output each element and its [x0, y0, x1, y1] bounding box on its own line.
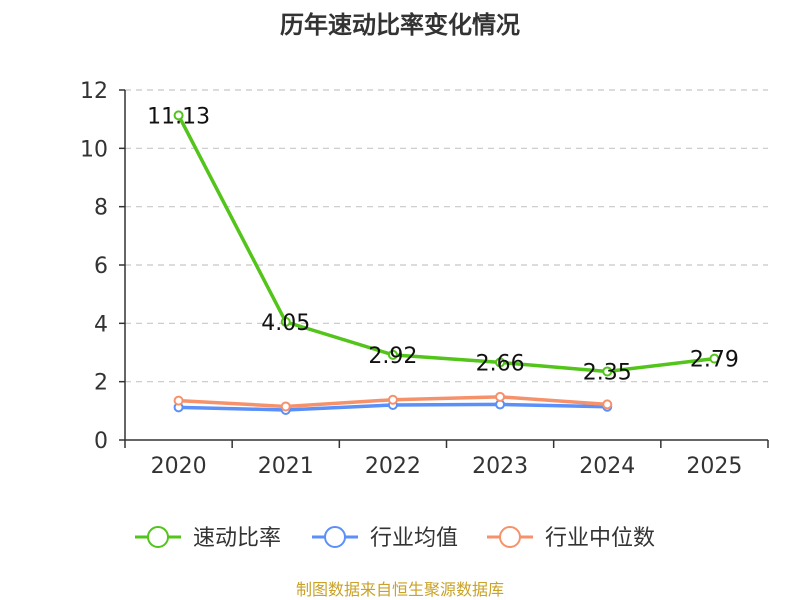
- y-tick-label: 12: [80, 79, 108, 104]
- legend-item-速动比率[interactable]: 速动比率: [135, 526, 281, 551]
- legend-marker: [147, 526, 169, 548]
- data-label-2020: 11.13: [147, 104, 210, 129]
- data-point-速动比率-2021[interactable]: [280, 316, 291, 327]
- legend-label: 行业均值: [370, 526, 458, 551]
- y-tick-label: 6: [94, 254, 108, 279]
- data-point-速动比率-2020[interactable]: [173, 110, 184, 121]
- x-tick-label-2021: 2021: [258, 454, 314, 479]
- data-point-速动比率-2022[interactable]: [387, 349, 398, 360]
- data-point-速动比率-2024[interactable]: [602, 366, 613, 377]
- legend-label: 行业中位数: [545, 526, 655, 551]
- data-point-行业中位数-2022[interactable]: [387, 394, 398, 405]
- legend-item-行业中位数[interactable]: 行业中位数: [487, 526, 655, 551]
- data-point-行业中位数-2024[interactable]: [602, 399, 613, 410]
- x-tick-label-2024: 2024: [579, 454, 635, 479]
- legend-label: 速动比率: [193, 526, 281, 551]
- data-point-速动比率-2025[interactable]: [709, 353, 720, 364]
- series-line-速动比率: [177, 114, 715, 374]
- y-tick-label: 10: [80, 137, 108, 162]
- data-point-行业中位数-2020[interactable]: [173, 395, 184, 406]
- chart-title: 历年速动比率变化情况: [280, 11, 520, 39]
- data-label-2021: 4.05: [261, 311, 310, 336]
- data-label-2022: 2.92: [368, 344, 417, 369]
- data-label-2025: 2.79: [690, 348, 739, 373]
- y-tick-label: 0: [94, 429, 108, 454]
- data-point-速动比率-2023[interactable]: [495, 357, 506, 368]
- legend-item-行业均值[interactable]: 行业均值: [312, 526, 458, 551]
- x-tick-label-2020: 2020: [151, 454, 207, 479]
- y-tick-label: 8: [94, 196, 108, 221]
- y-tick-label: 4: [94, 312, 108, 337]
- data-point-行业中位数-2021[interactable]: [280, 401, 291, 412]
- data-label-2023: 2.66: [476, 351, 525, 376]
- legend-marker: [499, 526, 521, 548]
- x-tick-label-2025: 2025: [686, 454, 742, 479]
- data-point-行业中位数-2023[interactable]: [495, 391, 506, 402]
- legend-marker: [324, 526, 346, 548]
- x-tick-label-2022: 2022: [365, 454, 421, 479]
- y-tick-label: 2: [94, 371, 108, 396]
- source-note: 制图数据来自恒生聚源数据库: [296, 580, 504, 599]
- data-label-2024: 2.35: [583, 360, 632, 385]
- x-tick-label-2023: 2023: [472, 454, 528, 479]
